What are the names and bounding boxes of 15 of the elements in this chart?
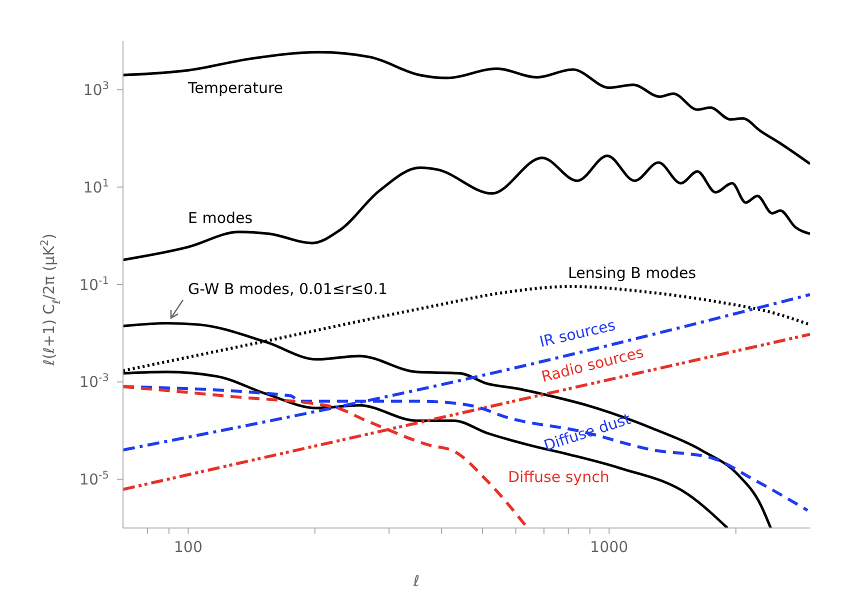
series-label: G-W B modes, 0.01≤r≤0.1 (188, 280, 388, 298)
text: Diffuse dust (542, 410, 634, 455)
y-tick-label: 10$^{-5}$ (79, 470, 109, 489)
x-axis-title: ℓ (412, 572, 420, 590)
y-tick-label: 10$^{1}$ (83, 177, 109, 196)
y-tick-label: 10$^{3}$ (83, 80, 109, 99)
x-tick-label: 1000 (590, 538, 628, 556)
series-label: Diffuse synch (508, 468, 610, 486)
series-label: Lensing B modes (568, 264, 696, 282)
y-tick-label: 10$^{-1}$ (79, 274, 109, 294)
text: IR sources (538, 316, 618, 351)
series-label: Temperature (187, 79, 284, 97)
series-label: E modes (188, 209, 253, 227)
x-tick-label: 100 (174, 538, 203, 556)
y-tick-label: 10$^{-3}$ (79, 372, 109, 392)
